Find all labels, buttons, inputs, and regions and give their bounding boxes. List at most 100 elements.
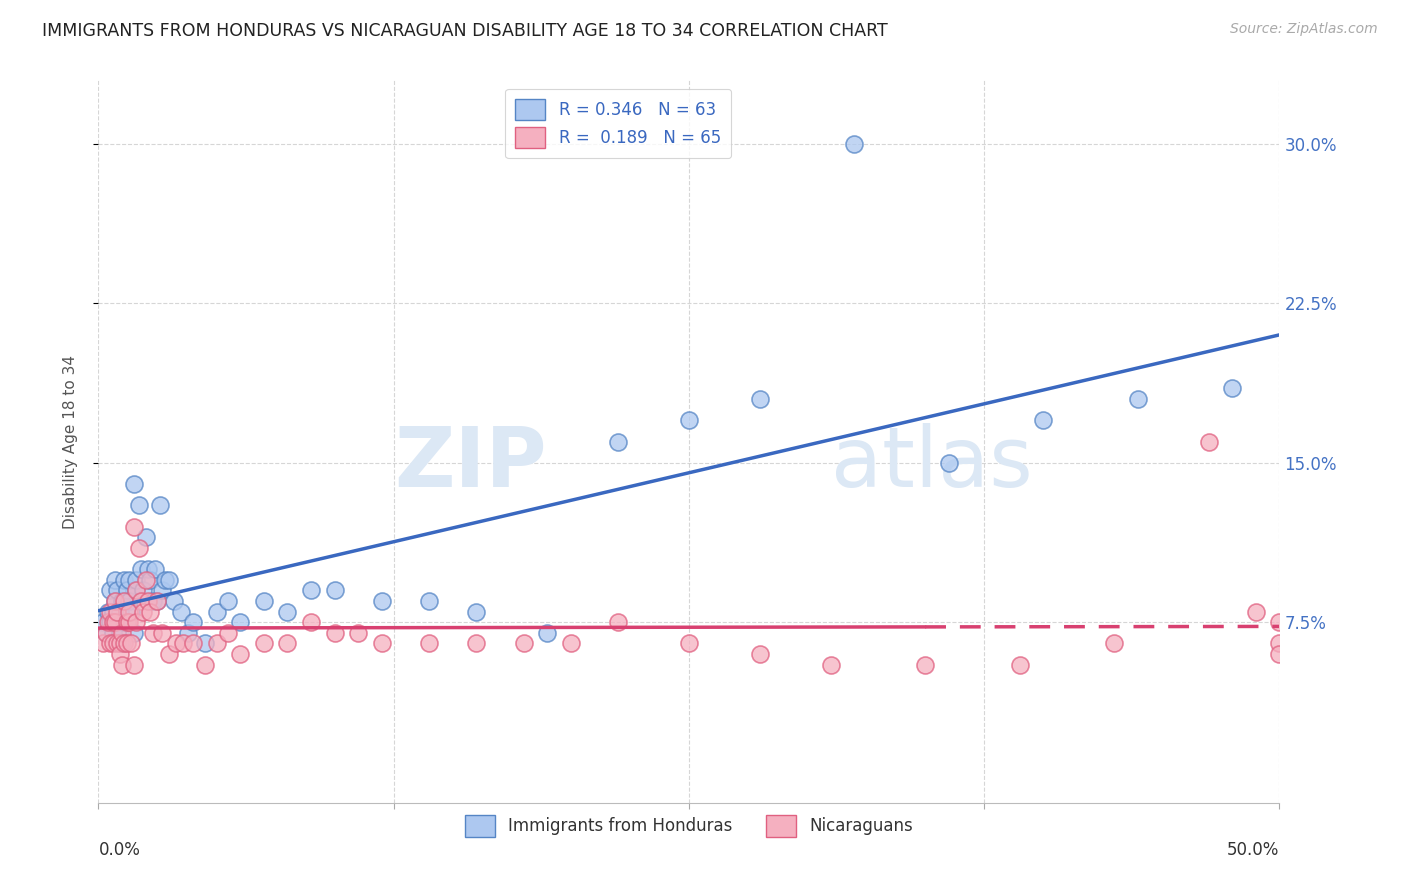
- Point: [125, 573, 148, 587]
- Point: [135, 530, 157, 544]
- Point: [371, 636, 394, 650]
- Point: [118, 573, 141, 587]
- Point: [177, 625, 200, 640]
- Point: [111, 594, 134, 608]
- Point: [299, 615, 322, 630]
- Point: [194, 657, 217, 672]
- Text: Source: ZipAtlas.com: Source: ZipAtlas.com: [1230, 22, 1378, 37]
- Point: [122, 657, 145, 672]
- Point: [276, 636, 298, 650]
- Point: [105, 583, 128, 598]
- Point: [347, 625, 370, 640]
- Point: [1198, 434, 1220, 449]
- Point: [111, 657, 134, 672]
- Point: [129, 562, 152, 576]
- Point: [181, 636, 204, 650]
- Point: [678, 413, 700, 427]
- Point: [170, 605, 193, 619]
- Point: [142, 594, 165, 608]
- Point: [115, 615, 138, 630]
- Point: [607, 434, 630, 449]
- Point: [149, 498, 172, 512]
- Point: [112, 615, 135, 630]
- Point: [91, 615, 114, 630]
- Point: [94, 625, 117, 640]
- Point: [98, 615, 121, 630]
- Point: [122, 519, 145, 533]
- Point: [101, 625, 124, 640]
- Point: [146, 594, 169, 608]
- Point: [121, 636, 143, 650]
- Point: [150, 625, 173, 640]
- Legend: Immigrants from Honduras, Nicaraguans: Immigrants from Honduras, Nicaraguans: [457, 807, 921, 845]
- Point: [607, 615, 630, 630]
- Point: [172, 636, 194, 650]
- Point: [217, 625, 239, 640]
- Point: [104, 594, 127, 608]
- Point: [101, 636, 124, 650]
- Point: [136, 594, 159, 608]
- Point: [112, 636, 135, 650]
- Point: [323, 583, 346, 598]
- Point: [512, 636, 534, 650]
- Point: [108, 605, 131, 619]
- Point: [115, 615, 138, 630]
- Point: [217, 594, 239, 608]
- Point: [157, 647, 180, 661]
- Point: [229, 647, 252, 661]
- Point: [121, 605, 143, 619]
- Point: [820, 657, 842, 672]
- Point: [115, 583, 138, 598]
- Point: [112, 573, 135, 587]
- Text: 50.0%: 50.0%: [1227, 841, 1279, 859]
- Point: [150, 583, 173, 598]
- Point: [938, 456, 960, 470]
- Point: [97, 615, 120, 630]
- Point: [844, 136, 866, 151]
- Point: [146, 594, 169, 608]
- Point: [678, 636, 700, 650]
- Point: [143, 562, 166, 576]
- Point: [98, 583, 121, 598]
- Point: [128, 541, 150, 555]
- Point: [536, 625, 558, 640]
- Point: [108, 647, 131, 661]
- Point: [135, 573, 157, 587]
- Point: [118, 594, 141, 608]
- Point: [1008, 657, 1031, 672]
- Point: [165, 636, 187, 650]
- Point: [115, 636, 138, 650]
- Point: [139, 573, 162, 587]
- Point: [108, 625, 131, 640]
- Point: [98, 605, 121, 619]
- Point: [105, 636, 128, 650]
- Point: [418, 594, 440, 608]
- Point: [125, 583, 148, 598]
- Text: IMMIGRANTS FROM HONDURAS VS NICARAGUAN DISABILITY AGE 18 TO 34 CORRELATION CHART: IMMIGRANTS FROM HONDURAS VS NICARAGUAN D…: [42, 22, 889, 40]
- Point: [371, 594, 394, 608]
- Point: [276, 605, 298, 619]
- Point: [205, 636, 228, 650]
- Point: [98, 636, 121, 650]
- Point: [118, 615, 141, 630]
- Point: [1032, 413, 1054, 427]
- Point: [1268, 647, 1291, 661]
- Point: [181, 615, 204, 630]
- Point: [1126, 392, 1149, 406]
- Point: [108, 636, 131, 650]
- Point: [1268, 615, 1291, 630]
- Text: ZIP: ZIP: [395, 423, 547, 504]
- Point: [136, 562, 159, 576]
- Text: atlas: atlas: [831, 423, 1032, 504]
- Point: [97, 605, 120, 619]
- Point: [157, 573, 180, 587]
- Point: [1102, 636, 1125, 650]
- Text: 0.0%: 0.0%: [98, 841, 141, 859]
- Point: [748, 647, 770, 661]
- Point: [253, 636, 276, 650]
- Y-axis label: Disability Age 18 to 34: Disability Age 18 to 34: [63, 354, 77, 529]
- Point: [91, 636, 114, 650]
- Point: [125, 583, 148, 598]
- Point: [153, 573, 176, 587]
- Point: [1268, 636, 1291, 650]
